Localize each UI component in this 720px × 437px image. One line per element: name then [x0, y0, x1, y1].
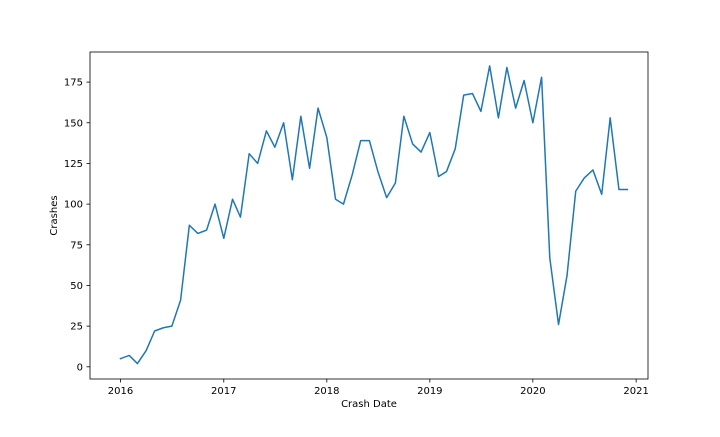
y-tick-label: 150	[64, 118, 83, 129]
y-tick-label: 100	[64, 200, 83, 211]
x-tick-label: 2017	[211, 386, 236, 397]
y-tick-label: 50	[70, 281, 83, 292]
x-tick-label: 2016	[108, 386, 133, 397]
x-tick-label: 2021	[623, 386, 648, 397]
y-tick-label: 0	[77, 362, 83, 373]
axis-ticks: 2016 2017 2018 2019 2020 2021 0 25 50 75 100 125 150…	[64, 78, 649, 397]
y-axis-title: Crashes	[49, 195, 60, 235]
plot-frame	[89, 51, 649, 380]
series-line	[119, 65, 629, 365]
y-tick-label: 125	[64, 159, 83, 170]
x-tick-label: 2020	[520, 386, 545, 397]
y-tick-label: 25	[70, 322, 83, 333]
y-tick-label: 175	[64, 78, 83, 89]
y-tick-label: 75	[70, 240, 83, 251]
x-tick-label: 2019	[417, 386, 442, 397]
series-layer	[119, 65, 629, 365]
x-tick-label: 2018	[314, 386, 339, 397]
x-axis-title: Crash Date	[341, 399, 397, 410]
